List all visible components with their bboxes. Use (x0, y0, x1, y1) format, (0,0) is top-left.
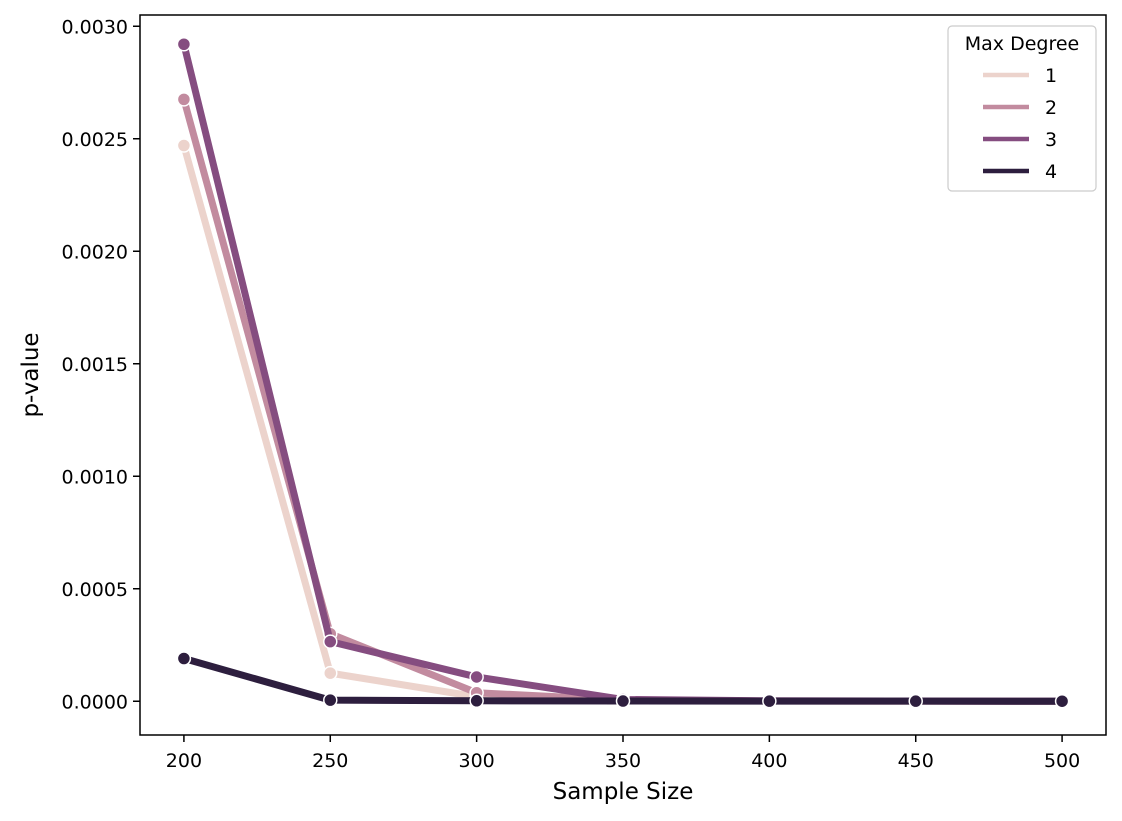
data-point-3-1 (323, 634, 338, 649)
legend-title: Max Degree (965, 33, 1079, 55)
y-tick-label: 0.0005 (62, 579, 128, 601)
data-point-4-0 (176, 651, 192, 666)
series-layer (176, 37, 1070, 709)
x-tick-label: 300 (459, 750, 495, 772)
y-tick-label: 0.0025 (62, 129, 128, 151)
legend-items: 1 2 3 4 (983, 65, 1057, 183)
y-tick-label: 0.0000 (62, 691, 128, 713)
data-point-2-0 (176, 92, 192, 107)
data-point-4-1 (323, 692, 338, 708)
data-point-1-0 (176, 138, 192, 153)
legend-label-3: 3 (1045, 129, 1057, 151)
x-tick-label: 450 (898, 750, 934, 772)
y-axis-ticks: 0.0000 0.0005 0.0010 0.0015 0.0020 0.0025 0.00… (62, 16, 140, 713)
legend: Max Degree 1 2 3 4 (947, 25, 1097, 192)
y-axis-label: p-value (18, 332, 44, 417)
data-point-4-4 (762, 693, 777, 709)
y-tick-label: 0.0015 (62, 354, 128, 376)
series-4 (176, 651, 1070, 709)
x-tick-label: 350 (605, 750, 641, 772)
data-point-3-0 (176, 37, 192, 52)
plot-frame (139, 14, 1107, 736)
data-point-3-2 (469, 669, 484, 685)
data-point-4-5 (908, 693, 923, 709)
x-tick-label: 400 (751, 750, 787, 772)
data-point-4-2 (469, 693, 484, 709)
y-tick-label: 0.0010 (62, 466, 128, 488)
data-point-4-6 (1054, 693, 1070, 709)
y-tick-label: 0.0030 (62, 16, 128, 38)
legend-label-1: 1 (1045, 65, 1057, 87)
x-tick-label: 200 (166, 750, 202, 772)
data-point-4-3 (615, 693, 631, 709)
x-axis-ticks: 200 250 300 350 400 450 500 (166, 735, 1080, 772)
x-axis-label: Sample Size (553, 779, 694, 805)
x-tick-label: 500 (1044, 750, 1080, 772)
data-point-1-1 (323, 665, 338, 681)
y-tick-label: 0.0020 (62, 241, 128, 263)
x-tick-label: 250 (312, 750, 348, 772)
legend-label-4: 4 (1045, 161, 1057, 183)
legend-label-2: 2 (1045, 97, 1057, 119)
